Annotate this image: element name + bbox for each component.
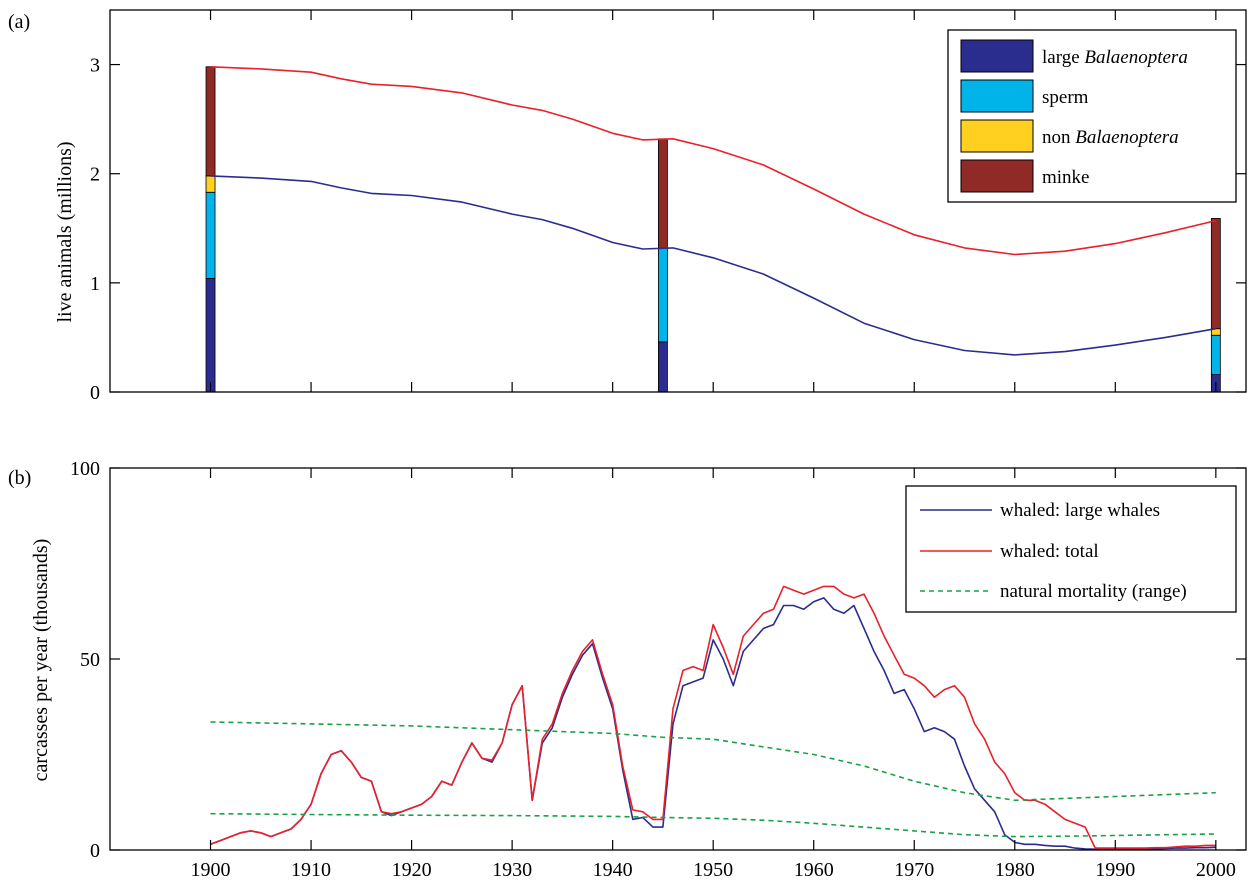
panel-b-series-line-2: [210, 721, 1216, 802]
legend-swatch-non-balaenoptera: [960, 119, 1034, 153]
panel-b-xtick-label: 1990: [1095, 859, 1135, 881]
panel-b-xtick-label: 1960: [794, 859, 834, 881]
panel-a-legend: large Balaenoptera sperm non Balaenopter…: [947, 29, 1237, 203]
bar-2000-segment-3: [1210, 218, 1221, 330]
legend-swatch-minke: [960, 159, 1034, 193]
panel-b-ytick-label: 0: [90, 840, 100, 862]
legend-label-total: whaled: total: [1000, 541, 1099, 562]
panel-b-xtick-label: 1970: [894, 859, 934, 881]
legend-swatch-large-balaenoptera: [960, 39, 1034, 73]
panel-b-label: (b): [8, 467, 31, 489]
bar-1945-segment-0: [658, 341, 668, 393]
panel-a: (a) live animals (millions) 0 1 2 3 large B…: [8, 9, 1247, 404]
panel-b-ytick-label: 50: [80, 649, 100, 671]
panel-b-xtick-label: 1910: [291, 859, 331, 881]
legend-label-large-balaenoptera: large Balaenoptera: [1042, 47, 1188, 68]
panel-b-lines: [210, 585, 1216, 850]
bar-1900-segment-2: [205, 175, 216, 193]
panel-b-ylabel: carcasses per year (thousands): [30, 539, 52, 782]
panel-b-xtick-label: 1940: [593, 859, 633, 881]
panel-b-legend: whaled: large whales whaled: total natur…: [905, 485, 1237, 613]
panel-b-xtick-label: 1930: [492, 859, 532, 881]
bar-1945-segment-3: [658, 138, 668, 249]
legend-label-minke: minke: [1042, 167, 1090, 188]
bar-2000-segment-1: [1210, 334, 1221, 375]
panel-a-ylabel: live animals (millions): [54, 141, 76, 322]
panel-a-series-line-1: [210, 175, 1216, 356]
panel-a-ytick-label: 3: [90, 55, 100, 77]
legend-label-non-balaenoptera: non Balaenoptera: [1042, 127, 1179, 148]
bar-1945-segment-1: [658, 247, 668, 343]
legend-label-large-whales: whaled: large whales: [1000, 500, 1160, 521]
panel-a-ytick-label: 1: [90, 273, 100, 295]
panel-b-xtick-label: 2000: [1196, 859, 1236, 881]
panel-b-xtick-label: 1980: [995, 859, 1035, 881]
panel-b-ticks: 0 50 100 1900 1910 1920 1930 1940 1950 1960 1970 19…: [70, 458, 1246, 881]
panel-b: (b) carcasses per year (thousands) 0 50 10…: [8, 458, 1247, 881]
panel-a-lines: [210, 66, 1216, 356]
bar-1900-segment-3: [205, 66, 216, 177]
panel-a-ytick-label: 0: [90, 382, 100, 404]
panel-b-series-line-0: [210, 597, 1216, 850]
panel-b-xtick-label: 1950: [693, 859, 733, 881]
legend-label-natural-mortality: natural mortality (range): [1000, 581, 1187, 602]
panel-a-series-line-0: [210, 66, 1216, 256]
legend-label-sperm: sperm: [1042, 87, 1089, 108]
panel-b-xtick-label: 1920: [392, 859, 432, 881]
bar-1900-segment-0: [205, 278, 216, 393]
panel-b-axes-box: [109, 467, 1247, 851]
panel-b-xtick-label: 1900: [191, 859, 231, 881]
bar-1900-segment-1: [205, 191, 216, 279]
panel-a-label: (a): [8, 11, 30, 33]
panel-b-series-line-1: [210, 585, 1216, 849]
panel-b-series-line-3: [210, 812, 1216, 838]
panel-b-ytick-label: 100: [70, 458, 100, 480]
panel-a-ticks: 0 1 2 3: [90, 10, 1246, 404]
panel-a-ytick-label: 2: [90, 164, 100, 186]
legend-swatch-sperm: [960, 79, 1034, 113]
panel-a-axes-box: [109, 9, 1247, 393]
